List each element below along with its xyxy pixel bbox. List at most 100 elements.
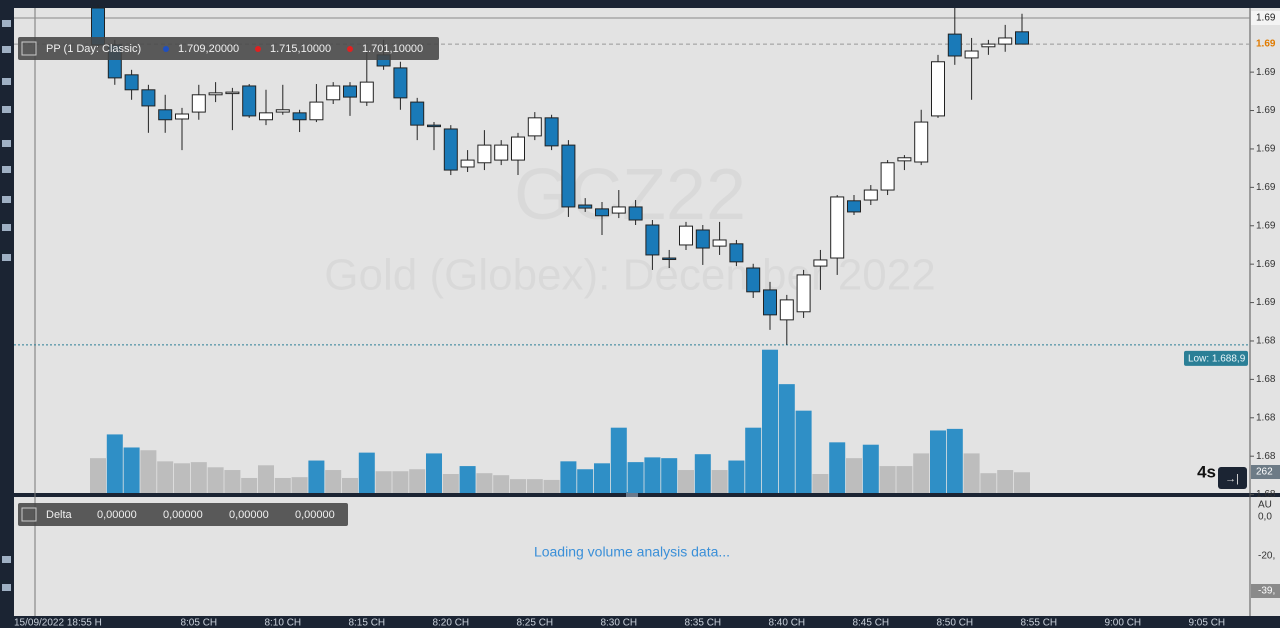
candle-body: [611, 206, 626, 214]
y-tick-label: 1.68: [1256, 451, 1276, 462]
x-tick-label: 9:00 CH: [1104, 618, 1141, 628]
candle-body: [158, 109, 173, 121]
volume-bar: [862, 444, 879, 493]
x-tick-label: 8:35 CH: [684, 618, 721, 628]
candle-body: [695, 229, 710, 249]
candle-body: [981, 43, 996, 48]
tool-icon[interactable]: [2, 196, 11, 203]
high-label: 1.69: [1256, 13, 1276, 24]
pane-splitter[interactable]: [626, 492, 638, 497]
delta-axis-box: [1251, 584, 1280, 598]
candle-body: [191, 94, 206, 113]
low-label-box: [1184, 350, 1248, 366]
tool-icon[interactable]: [2, 78, 11, 85]
candle-body: [863, 189, 878, 201]
volume-bar: [459, 466, 476, 493]
price-axis: [1250, 8, 1280, 493]
x-tick-label: 8:25 CH: [516, 618, 553, 628]
pp-icon: [21, 41, 37, 56]
volume-bar: [526, 479, 543, 493]
y-tick-label: 1.69: [1256, 144, 1276, 155]
volume-label-box: [1251, 465, 1280, 479]
pp-level-value: 1.701,10000: [362, 43, 423, 55]
volume-bar: [90, 458, 106, 493]
volume-bar: [711, 470, 728, 493]
tool-icon[interactable]: [2, 106, 11, 113]
volume-bar: [594, 463, 610, 493]
price-pane: [14, 8, 1250, 493]
y-tick-label: 1.69: [1256, 67, 1276, 78]
delta-value: 0,00000: [295, 509, 335, 521]
candle-body: [393, 67, 408, 99]
volume-bar: [543, 479, 560, 493]
volume-bar: [812, 474, 829, 493]
candle-body: [141, 89, 156, 107]
candle-body: [645, 224, 660, 256]
candle-body: [242, 85, 257, 117]
candle-body: [931, 61, 945, 117]
volume-bar: [106, 434, 123, 493]
volume-bar: [426, 453, 442, 493]
scroll-button[interactable]: [1218, 467, 1247, 489]
candle-body: [208, 92, 223, 96]
tool-icon[interactable]: [2, 556, 11, 563]
volume-bar: [963, 453, 980, 493]
x-tick-label: 8:45 CH: [852, 618, 889, 628]
candle-body: [813, 259, 828, 267]
watermark: GCZ22 Gold (Globex): December 2022: [324, 155, 935, 300]
volume-bar: [829, 442, 846, 493]
volume-label: 262: [1256, 467, 1273, 478]
candle-body: [561, 144, 576, 208]
volume-bar: [778, 384, 795, 493]
candle-body: [1015, 31, 1029, 45]
candle-body: [427, 124, 441, 128]
tool-icon[interactable]: [2, 224, 11, 231]
y-tick-label: 1.68: [1256, 374, 1276, 385]
volume-bar: [140, 450, 157, 493]
watermark-symbol: GCZ22: [514, 155, 746, 235]
delta-axis-label: -39,: [1258, 586, 1275, 597]
tool-icon[interactable]: [2, 584, 11, 591]
volume-bar: [846, 458, 862, 493]
y-tick-label: 1.69: [1256, 105, 1276, 116]
candle-body: [947, 33, 962, 57]
volume-bar: [358, 452, 375, 493]
candle-body: [595, 208, 609, 217]
volume-bar: [308, 460, 325, 493]
tool-icon[interactable]: [2, 140, 11, 147]
overlay-layer: PP (1 Day: Classic) Delta Loading volume…: [14, 37, 1280, 628]
volume-bar: [123, 447, 140, 493]
candle-body: [259, 112, 273, 121]
volume-bar: [392, 471, 409, 493]
candle-body: [578, 204, 593, 209]
delta-axis-label: AU: [1258, 500, 1272, 511]
candle-body: [763, 289, 777, 316]
pp-level-dot: [347, 46, 353, 52]
tool-icon[interactable]: [2, 254, 11, 261]
toolbar: [2, 20, 11, 591]
loading-message: Loading volume analysis data...: [534, 544, 730, 560]
tool-icon[interactable]: [2, 20, 11, 27]
candle-body: [292, 112, 307, 121]
tool-icon[interactable]: [2, 166, 11, 173]
delta-value: 0,00000: [229, 509, 269, 521]
pp-legend-label: PP (1 Day: Classic): [46, 43, 141, 55]
candle-body: [897, 157, 912, 162]
volume-bar: [946, 428, 963, 493]
tool-icon[interactable]: [2, 46, 11, 53]
candle-body: [326, 85, 341, 101]
volume-bar: [560, 461, 577, 493]
volume-bar: [577, 469, 594, 493]
volume-bar: [980, 473, 997, 493]
low-label: Low: 1.688,9: [1188, 353, 1246, 364]
candle-body: [494, 144, 509, 161]
scroll-arrow: →|: [1225, 473, 1239, 485]
volume-bar: [879, 466, 896, 493]
last-price-label: 1.69: [1256, 39, 1276, 50]
delta-value: 0,00000: [97, 509, 137, 521]
candle-body: [343, 85, 357, 98]
candle-body: [544, 117, 559, 147]
x-tick-label: 8:05 CH: [180, 618, 217, 628]
x-tick-label: 8:40 CH: [768, 618, 805, 628]
candle-body: [729, 243, 744, 263]
